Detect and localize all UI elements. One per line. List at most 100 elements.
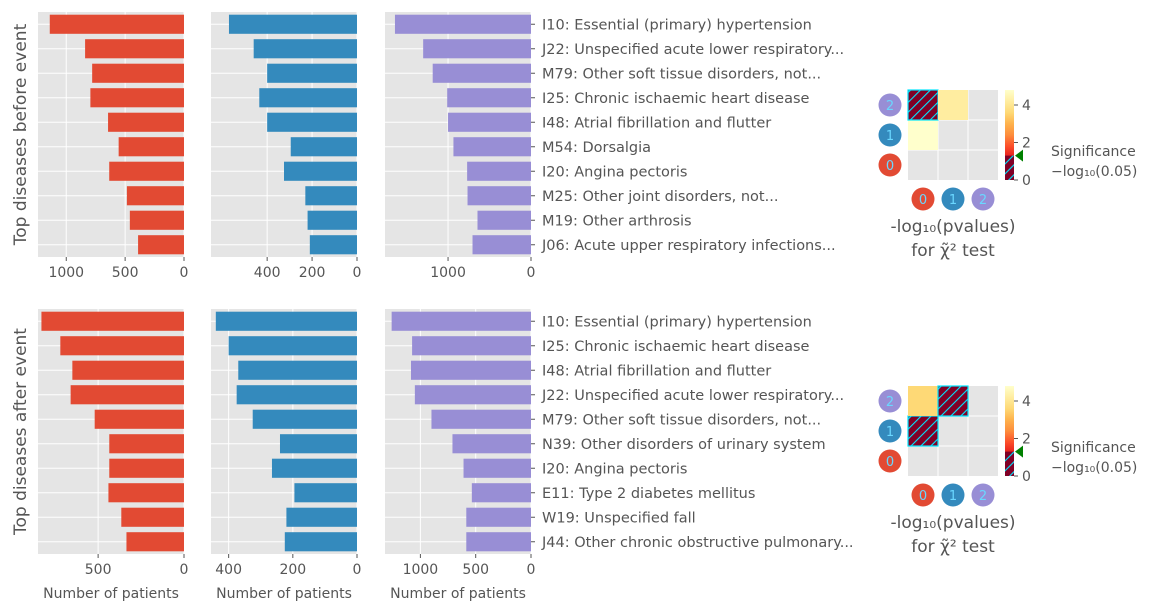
cluster-label: 1 xyxy=(949,489,957,504)
category-label: M19: Other arthrosis xyxy=(542,213,692,229)
bar xyxy=(453,137,531,157)
bar xyxy=(121,507,184,527)
cluster-label: 1 xyxy=(886,129,894,144)
bar xyxy=(284,532,357,552)
cluster-marker-y-2 xyxy=(878,93,902,117)
bar xyxy=(108,483,184,503)
colorbar-tick-label: 0 xyxy=(1022,173,1031,189)
heatmap-title-line1: -log₁₀(pvalues) xyxy=(890,513,1015,533)
bar xyxy=(467,186,531,206)
cluster-marker-x-1 xyxy=(941,187,965,211)
cluster-label: 0 xyxy=(919,489,927,504)
heatmap-title-line1: -log₁₀(pvalues) xyxy=(890,217,1015,237)
colorbar-tick-label: 2 xyxy=(1022,136,1031,152)
x-tick-label: 400 xyxy=(254,265,281,281)
bar xyxy=(85,39,184,59)
cluster-label: 2 xyxy=(979,489,987,504)
bar xyxy=(471,483,531,503)
significance-formula: −log₁₀(0.05) xyxy=(1051,460,1137,476)
bar xyxy=(467,161,531,181)
category-label: J06: Acute upper respiratory infections.… xyxy=(541,238,836,254)
y-axis-label: Top diseases before event xyxy=(11,23,31,246)
cluster-label: 1 xyxy=(886,425,894,440)
bar-panel-0-0: 1000 500 0 xyxy=(38,12,188,281)
category-label: J22: Unspecified acute lower respiratory… xyxy=(541,388,844,404)
category-label: E11: Type 2 diabetes mellitus xyxy=(542,486,755,502)
x-tick-label: 500 xyxy=(112,265,139,281)
bar xyxy=(94,409,184,429)
category-label: W19: Unspecified fall xyxy=(542,510,696,526)
cluster-label: 0 xyxy=(886,159,894,174)
category-label: J44: Other chronic obstructive pulmonary… xyxy=(541,535,854,551)
x-axis-label: Number of patients xyxy=(390,586,526,602)
heatmap-title-line2: for χ̃² test xyxy=(911,537,995,557)
bar xyxy=(431,409,531,429)
cluster-marker-y-1 xyxy=(878,123,902,147)
heatmap-cell-nonsignificant xyxy=(907,415,939,447)
bar xyxy=(466,532,531,552)
bar xyxy=(129,210,184,230)
bar xyxy=(452,434,531,454)
category-label: J22: Unspecified acute lower respiratory… xyxy=(541,42,844,58)
category-label: I48: Atrial fibrillation and flutter xyxy=(542,363,771,379)
bar xyxy=(414,385,531,405)
bar xyxy=(70,385,184,405)
cluster-marker-y-0 xyxy=(878,153,902,177)
y-axis-label: Top diseases after event xyxy=(11,328,31,536)
significance-formula: −log₁₀(0.05) xyxy=(1051,164,1137,180)
category-label: M79: Other soft tissue disorders, not... xyxy=(542,412,821,428)
category-label: N39: Other disorders of urinary system xyxy=(542,437,826,453)
category-label: M54: Dorsalgia xyxy=(542,140,651,156)
heatmap-cell-nonsignificant xyxy=(907,89,939,121)
bar xyxy=(72,360,184,380)
bar xyxy=(259,88,357,108)
category-label: I25: Chronic ischaemic heart disease xyxy=(542,91,810,107)
bar xyxy=(108,112,184,132)
bar xyxy=(279,434,357,454)
bar xyxy=(109,434,184,454)
bar xyxy=(307,210,357,230)
bar xyxy=(309,235,357,255)
bar xyxy=(391,311,531,331)
bar xyxy=(236,385,357,405)
cluster-marker-x-0 xyxy=(911,483,935,507)
bar xyxy=(252,409,357,429)
bar xyxy=(228,336,357,356)
x-tick-label: 0 xyxy=(527,562,536,578)
cluster-label: 2 xyxy=(886,99,894,114)
bar xyxy=(463,458,531,478)
bar xyxy=(477,210,531,230)
significance-label: Significance xyxy=(1051,144,1136,160)
bar xyxy=(267,112,357,132)
x-tick-label: 200 xyxy=(299,265,326,281)
x-tick-label: 400 xyxy=(215,562,242,578)
x-tick-label: 0 xyxy=(353,265,362,281)
bar-panel-0-1: 400 200 0 xyxy=(211,12,361,281)
bar xyxy=(286,507,357,527)
bar xyxy=(447,88,531,108)
colorbar xyxy=(1005,90,1014,180)
category-label: I10: Essential (primary) hypertension xyxy=(542,314,812,330)
cluster-marker-x-1 xyxy=(941,483,965,507)
bar xyxy=(49,14,184,34)
category-label: I20: Angina pectoris xyxy=(542,164,687,180)
category-label: I25: Chronic ischaemic heart disease xyxy=(542,339,810,355)
cluster-label: 2 xyxy=(979,193,987,208)
x-axis-label: Number of patients xyxy=(43,586,179,602)
heatmap-cell xyxy=(908,120,938,150)
bar xyxy=(109,161,184,181)
bar xyxy=(423,39,531,59)
x-tick-label: 500 xyxy=(85,562,112,578)
significance-marker xyxy=(1015,445,1023,458)
category-label: I10: Essential (primary) hypertension xyxy=(542,17,812,33)
heatmap-0: 0 1 2 0 1 2 -log₁₀(pvalues) for χ̃² test 0 2 4 Sign… xyxy=(878,89,1137,261)
x-tick-label: 0 xyxy=(527,265,536,281)
bar xyxy=(126,532,184,552)
cluster-marker-y-0 xyxy=(878,449,902,473)
cluster-label: 1 xyxy=(949,193,957,208)
x-tick-label: 1000 xyxy=(48,265,84,281)
